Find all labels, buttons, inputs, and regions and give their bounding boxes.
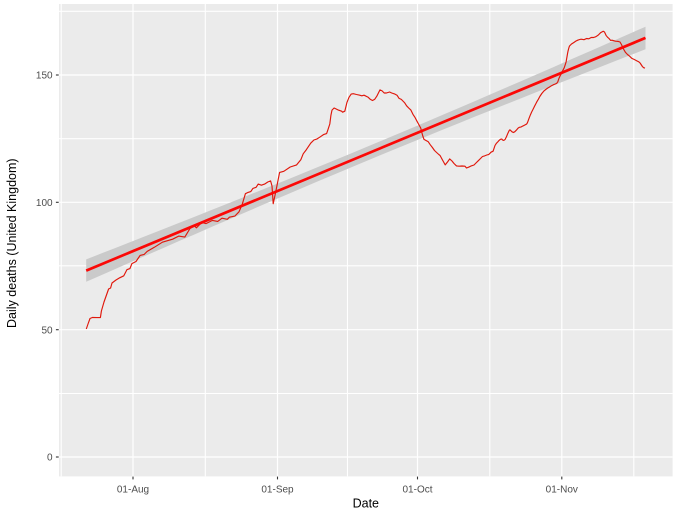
svg-text:Daily deaths (United Kingdom): Daily deaths (United Kingdom): [5, 158, 19, 328]
svg-text:150: 150: [36, 71, 53, 82]
svg-text:01-Oct: 01-Oct: [402, 485, 432, 496]
svg-text:01-Aug: 01-Aug: [117, 485, 149, 496]
svg-text:01-Sep: 01-Sep: [261, 485, 294, 496]
svg-text:01-Nov: 01-Nov: [546, 485, 578, 496]
svg-text:100: 100: [36, 198, 53, 209]
svg-text:50: 50: [41, 325, 53, 336]
svg-text:Date: Date: [353, 497, 379, 511]
svg-text:0: 0: [47, 453, 53, 464]
